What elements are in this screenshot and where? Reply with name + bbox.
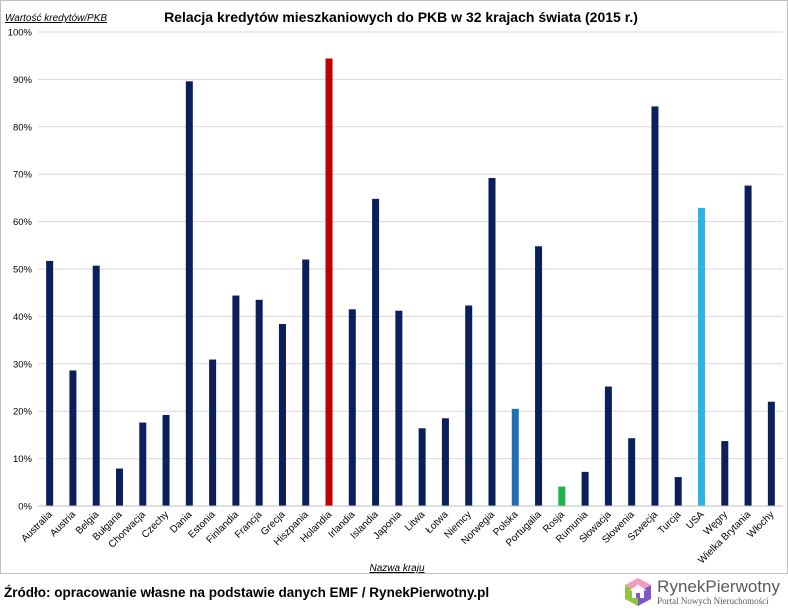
- bar-rumunia: [581, 471, 589, 506]
- logo-name: RynekPierwotny: [657, 577, 780, 596]
- y-tick-label: 60%: [13, 217, 33, 228]
- bar-grecja: [278, 323, 286, 506]
- bar-turcja: [674, 477, 682, 506]
- y-tick-label: 80%: [13, 122, 33, 133]
- chart-title: Relacja kredytów mieszkaniowych do PKB w…: [164, 9, 638, 25]
- bar-dania: [185, 81, 193, 507]
- gridlines: [38, 31, 783, 460]
- x-category-label: Włochy: [746, 509, 777, 540]
- bar-polska: [511, 408, 519, 506]
- source-note: Źródło: opracowanie własne na podstawie …: [4, 585, 490, 600]
- x-category-labels: AustraliaAustriaBelgiaBułgariaChorwacjaC…: [19, 509, 776, 566]
- y-tick-label: 0%: [18, 502, 32, 513]
- house-cube-icon: [623, 576, 653, 608]
- y-tick-label: 50%: [13, 265, 33, 276]
- bar-rosja: [558, 486, 566, 506]
- y-axis-title: Wartość kredytów/PKB: [5, 13, 107, 24]
- x-category-label: Turcja: [656, 509, 683, 536]
- bar-węgry: [721, 441, 729, 506]
- bar-litwa: [418, 428, 426, 506]
- bar-bułgaria: [115, 468, 123, 506]
- bar-łotwa: [441, 418, 449, 506]
- logo-tagline: Portal Nowych Nieruchomości: [657, 596, 769, 606]
- y-tick-label: 90%: [13, 75, 33, 86]
- bar-usa: [698, 207, 706, 506]
- x-category-label: Austria: [48, 509, 78, 539]
- bar-wielka-brytania: [744, 185, 752, 507]
- bar-słowacja: [604, 386, 612, 506]
- bar-belgia: [92, 265, 100, 506]
- bar-finlandia: [232, 295, 240, 506]
- bar-islandia: [372, 198, 380, 506]
- y-tick-label: 20%: [13, 407, 33, 418]
- bar-niemcy: [465, 305, 473, 506]
- x-category-label: Litwa: [403, 509, 428, 534]
- bars: [46, 58, 775, 507]
- bar-szwecja: [651, 106, 659, 506]
- bar-francja: [255, 299, 263, 506]
- x-category-label: Australia: [19, 509, 55, 545]
- y-tick-label: 30%: [13, 359, 33, 370]
- logo[interactable]: RynekPierwotny Portal Nowych Nieruchomoś…: [623, 576, 780, 608]
- bar-włochy: [767, 401, 775, 506]
- y-tick-label: 10%: [13, 454, 33, 465]
- bar-czechy: [162, 414, 170, 506]
- bar-japonia: [395, 310, 403, 506]
- bar-irlandia: [348, 309, 356, 506]
- bar-chart: Relacja kredytów mieszkaniowych do PKB w…: [5, 9, 783, 573]
- y-tick-labels: 0% 10% 20% 30% 40% 50% 60% 70% 80% 90% 100%: [8, 28, 33, 513]
- bar-norwegia: [488, 177, 496, 506]
- bar-australia: [46, 260, 54, 506]
- bar-holandia: [325, 58, 333, 506]
- y-tick-label: 40%: [13, 312, 33, 323]
- x-axis-title: Nazwa kraju: [369, 563, 424, 573]
- y-tick-label: 100%: [8, 28, 33, 39]
- bar-austria: [69, 370, 77, 506]
- y-tick-label: 70%: [13, 170, 33, 181]
- chart-frame: Relacja kredytów mieszkaniowych do PKB w…: [0, 0, 788, 574]
- bar-estonia: [209, 359, 217, 506]
- bar-portugalia: [535, 246, 543, 507]
- bar-słowenia: [628, 438, 636, 506]
- bar-chorwacja: [139, 422, 147, 506]
- bar-hiszpania: [302, 259, 310, 506]
